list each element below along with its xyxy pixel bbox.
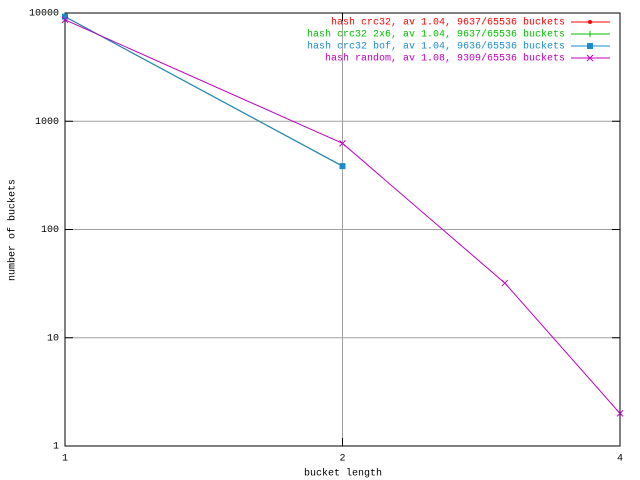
point	[62, 13, 68, 20]
y-tick-label: 1000	[35, 117, 59, 128]
legend-label: hash crc32 2x6, av 1.04, 9637/65536 buck…	[307, 29, 565, 41]
legend-marker	[586, 54, 594, 62]
legend-label: hash crc32 bof, av 1.04, 9636/65536 buck…	[307, 41, 565, 53]
point	[616, 410, 624, 417]
plot-frame	[64, 12, 621, 447]
legend-label: hash random, av 1.08, 9309/65536 buckets	[325, 53, 565, 65]
series-line	[64, 16, 343, 167]
point	[339, 163, 346, 170]
y-tick-label: 10000	[29, 9, 59, 20]
x-tick-label: 2	[339, 454, 345, 465]
legend-marker	[587, 43, 593, 49]
x-tick-label: 1	[62, 454, 68, 465]
y-axis-label: number of buckets	[7, 179, 19, 281]
legend-marker	[587, 31, 593, 37]
series-line	[64, 19, 621, 414]
x-tick-label: 4	[617, 454, 623, 465]
x-axis-label: bucket length	[304, 468, 382, 480]
legend-marker	[588, 20, 592, 24]
y-tick-label: 100	[41, 225, 59, 236]
point	[339, 139, 346, 147]
y-tick-label: 1	[53, 442, 59, 453]
legend-label: hash crc32, av 1.04, 9637/65536 buckets	[331, 17, 565, 29]
y-tick-label: 10	[47, 333, 59, 344]
point	[501, 279, 509, 287]
point	[61, 16, 69, 24]
